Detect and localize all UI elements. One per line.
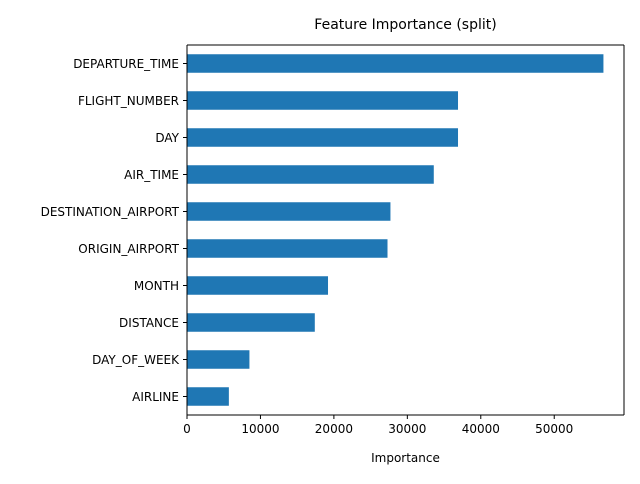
- x-tick-label: 20000: [315, 422, 353, 436]
- x-tick-label: 10000: [241, 422, 279, 436]
- y-tick-label: AIRLINE: [132, 390, 179, 404]
- y-tick-label: DEPARTURE_TIME: [73, 57, 179, 71]
- y-tick-label: MONTH: [134, 279, 179, 293]
- bar-flight-number: [187, 91, 459, 110]
- y-tick-label: DESTINATION_AIRPORT: [41, 205, 180, 219]
- bar-airline: [187, 387, 229, 406]
- x-tick-label: 50000: [535, 422, 573, 436]
- chart-title: Feature Importance (split): [314, 17, 496, 33]
- bars-layer: [187, 54, 604, 406]
- x-axis-label: Importance: [371, 451, 440, 465]
- x-tick-label: 40000: [462, 422, 500, 436]
- bar-day-of-week: [187, 350, 250, 369]
- y-tick-label: DISTANCE: [119, 316, 179, 330]
- y-tick-label: DAY_OF_WEEK: [92, 353, 180, 367]
- bar-origin-airport: [187, 239, 388, 258]
- y-tick-label: DAY: [155, 131, 179, 145]
- bar-month: [187, 276, 329, 295]
- bar-day: [187, 128, 459, 147]
- axes-layer: [186, 44, 625, 416]
- bar-distance: [187, 313, 315, 332]
- y-tick-label: AIR_TIME: [124, 168, 179, 182]
- y-tick-label: FLIGHT_NUMBER: [78, 94, 179, 108]
- bar-destination-airport: [187, 202, 391, 221]
- ticks-layer: DEPARTURE_TIME FLIGHT_NUMBER DAY AIR_TIME DE…: [41, 57, 574, 436]
- y-tick-label: ORIGIN_AIRPORT: [78, 242, 179, 256]
- x-tick-label: 0: [183, 422, 191, 436]
- bar-departure-time: [187, 54, 604, 73]
- bar-air-time: [187, 165, 434, 184]
- x-tick-label: 30000: [388, 422, 426, 436]
